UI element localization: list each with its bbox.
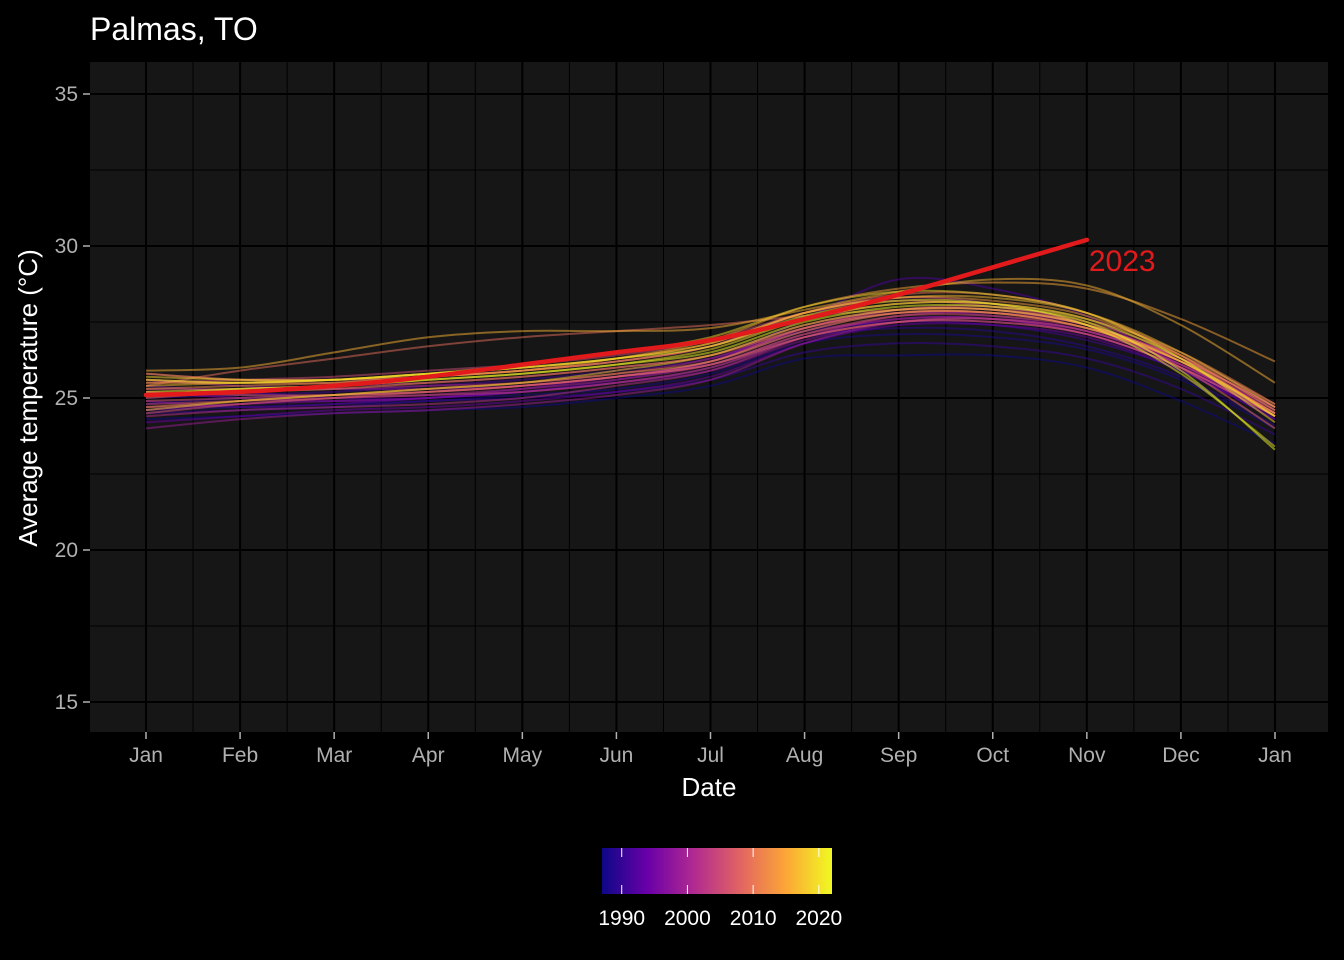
y-tick-label: 15 bbox=[55, 691, 78, 714]
y-tick-label: 35 bbox=[55, 83, 78, 106]
x-tick-label: Apr bbox=[412, 744, 445, 767]
colorbar-label: 1990 bbox=[598, 907, 645, 930]
colorbar-label: 2020 bbox=[795, 907, 842, 930]
y-tick-label: 20 bbox=[55, 539, 78, 562]
series-line-1994 bbox=[145, 322, 1276, 424]
chart-title: Palmas, TO bbox=[90, 11, 258, 47]
series-line-2016 bbox=[145, 277, 1276, 384]
x-tick-label: Jan bbox=[129, 744, 163, 767]
y-tick-label: 25 bbox=[55, 387, 78, 410]
colorbar bbox=[602, 848, 832, 894]
colorbar-label: 2010 bbox=[730, 907, 777, 930]
x-axis-title: Date bbox=[682, 772, 737, 802]
x-tick-label: May bbox=[502, 744, 542, 767]
year-colorbar-legend: 1990 2000 2010 2020 bbox=[598, 848, 842, 930]
x-tick-label: Jul bbox=[697, 744, 724, 767]
x-tick-label: Aug bbox=[786, 744, 823, 767]
y-axis-title: Average temperature (°C) bbox=[13, 249, 43, 547]
highlight-year-label: 2023 bbox=[1089, 245, 1156, 278]
x-tick-label: Mar bbox=[316, 744, 352, 767]
x-tick-label: Oct bbox=[976, 744, 1009, 767]
series-line-2021 bbox=[145, 298, 1276, 448]
x-tick-label: Dec bbox=[1162, 744, 1199, 767]
x-tick-label: Sep bbox=[880, 744, 917, 767]
y-tick-label: 30 bbox=[55, 235, 78, 258]
colorbar-label: 2000 bbox=[664, 907, 711, 930]
x-tick-label: Jan bbox=[1258, 744, 1292, 767]
x-tick-label: Jun bbox=[599, 744, 633, 767]
x-tick-label: Nov bbox=[1068, 744, 1106, 767]
series-line-2023 bbox=[143, 237, 1090, 398]
x-tick-label: Feb bbox=[222, 744, 258, 767]
